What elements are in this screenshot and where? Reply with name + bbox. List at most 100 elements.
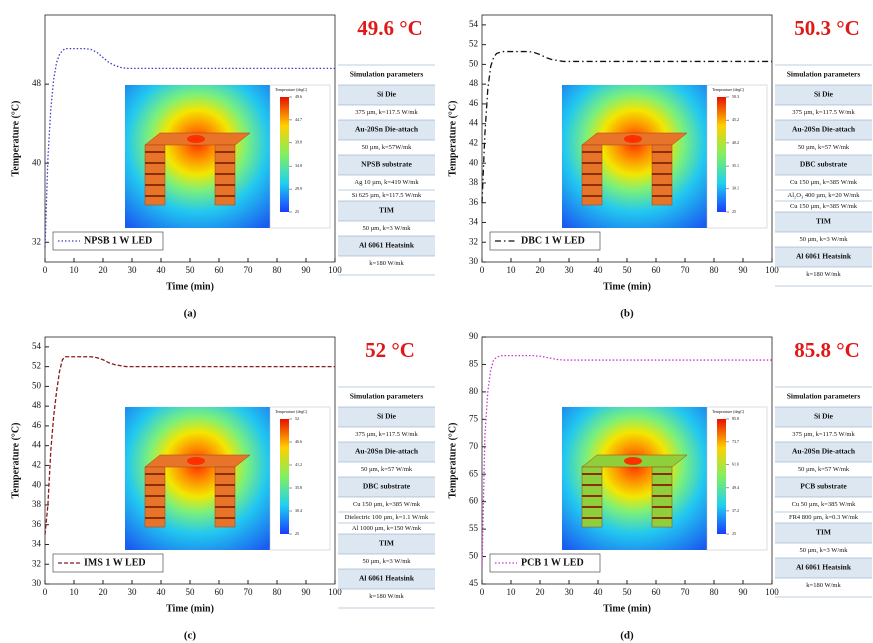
y-tick-label: 42 <box>32 460 41 470</box>
colorbar-panel <box>269 406 331 551</box>
table-heading-bg <box>775 85 872 105</box>
x-tick-label: 50 <box>623 587 633 597</box>
y-tick-label: 50 <box>469 551 479 561</box>
x-tick-label: 0 <box>43 265 48 275</box>
led <box>187 457 205 465</box>
colorbar-tick-label: 39.8 <box>295 140 302 145</box>
table-cell: 50 µm, k=57 W/mk <box>361 466 413 473</box>
y-axis-label: Temperature (°C) <box>10 101 21 177</box>
table-heading-bg <box>775 558 872 578</box>
y-tick-label: 48 <box>32 400 42 410</box>
x-tick-label: 30 <box>128 587 138 597</box>
table-heading-bg <box>338 477 435 497</box>
x-axis-label: Time (min) <box>603 281 651 292</box>
legend-box <box>489 231 601 251</box>
y-tick-label: 30 <box>469 256 479 266</box>
colorbar-panel <box>706 406 768 551</box>
table-cell: 50 µm, k=57W/mk <box>362 144 413 151</box>
table-cell: 375 µm, k=117.5 W/mk <box>355 431 418 438</box>
y-tick-label: 50 <box>469 58 479 68</box>
colorbar-tick-label: 46.6 <box>295 439 302 444</box>
x-tick-label: 20 <box>99 587 109 597</box>
x-tick-label: 90 <box>302 587 312 597</box>
x-tick-label: 10 <box>70 265 80 275</box>
annotation: 52 °C <box>365 338 415 362</box>
led <box>624 135 642 143</box>
colorbar-tick-label: 30.4 <box>295 508 302 513</box>
table-heading: Si Die <box>814 90 834 99</box>
x-tick-label: 100 <box>328 265 342 275</box>
y-tick-label: 42 <box>469 138 478 148</box>
x-tick-label: 40 <box>157 587 167 597</box>
y-tick-label: 60 <box>469 496 479 506</box>
y-tick-label: 46 <box>469 98 479 108</box>
table-heading-bg <box>775 407 872 427</box>
table-heading: Au-20Sn Die-attach <box>355 125 419 134</box>
table-heading: Al 6061 Heatsink <box>359 241 415 250</box>
x-tick-label: 0 <box>43 587 48 597</box>
colorbar-tick-label: 49.6 <box>295 94 302 99</box>
x-tick-label: 30 <box>565 265 575 275</box>
table-heading: Simulation parameters <box>787 392 861 401</box>
table-heading: Si Die <box>814 412 834 421</box>
table-heading-bg <box>338 236 435 256</box>
y-tick-label: 34 <box>469 217 479 227</box>
table-heading: Simulation parameters <box>787 70 861 79</box>
table-heading: Al 6061 Heatsink <box>796 563 852 572</box>
x-tick-label: 60 <box>652 265 662 275</box>
x-tick-label: 30 <box>565 587 575 597</box>
table-heading-bg <box>338 120 435 140</box>
table-heading: TIM <box>816 528 831 537</box>
x-tick-label: 90 <box>302 265 312 275</box>
x-tick-label: 80 <box>710 265 720 275</box>
y-tick-label: 75 <box>469 413 479 423</box>
x-tick-label: 10 <box>70 587 80 597</box>
x-tick-label: 20 <box>99 265 109 275</box>
y-tick-label: 36 <box>469 197 479 207</box>
x-tick-label: 70 <box>681 265 691 275</box>
y-axis-label: Temperature (°C) <box>447 423 458 499</box>
colorbar-title: Temperature (degC) <box>275 409 308 414</box>
colorbar-panel <box>269 84 331 229</box>
colorbar-tick-label: 73.7 <box>732 439 739 444</box>
table-heading: Simulation parameters <box>350 392 424 401</box>
table-heading: NPSB substrate <box>361 160 412 169</box>
y-tick-label: 38 <box>32 499 42 509</box>
y-tick-label: 40 <box>32 479 42 489</box>
table-heading-bg <box>338 201 435 221</box>
y-tick-label: 54 <box>469 19 479 29</box>
table-heading-bg <box>775 523 872 543</box>
legend-label: NPSB 1 W LED <box>84 235 152 246</box>
colorbar-tick-label: 37.2 <box>732 508 739 513</box>
x-axis-label: Time (min) <box>603 603 651 614</box>
x-tick-label: 10 <box>507 265 517 275</box>
table-cell: 375 µm, k=117.5 W/mk <box>792 431 855 438</box>
led <box>624 457 642 465</box>
x-tick-label: 0 <box>480 587 485 597</box>
table-cell: k=180 W/mk <box>369 593 404 600</box>
x-axis-label: Time (min) <box>166 603 214 614</box>
y-tick-label: 48 <box>469 78 479 88</box>
caption: (a) <box>184 308 197 320</box>
table-heading: Simulation parameters <box>350 70 424 79</box>
table-heading-bg <box>775 247 872 267</box>
table-heading: Si Die <box>377 412 397 421</box>
table-cell: 50 µm, k=3 W/mk <box>362 225 411 232</box>
legend-box <box>52 553 164 573</box>
table-heading-bg <box>338 85 435 105</box>
table-cell: 50 µm, k=3 W/mk <box>362 558 411 565</box>
table-cell: k=180 W/mk <box>369 260 404 267</box>
legend-box <box>52 231 164 251</box>
x-tick-label: 100 <box>765 265 779 275</box>
x-tick-label: 60 <box>652 587 662 597</box>
table-cell: 50 µm, k=57 W/mk <box>798 144 850 151</box>
annotation: 85.8 °C <box>794 338 860 362</box>
table-heading: Al 6061 Heatsink <box>359 574 415 583</box>
legend-box <box>489 553 601 573</box>
y-tick-label: 48 <box>32 78 42 88</box>
y-tick-label: 85 <box>469 359 479 369</box>
x-tick-label: 40 <box>594 587 604 597</box>
table-heading-bg <box>338 155 435 175</box>
table-heading: DBC substrate <box>800 160 848 169</box>
